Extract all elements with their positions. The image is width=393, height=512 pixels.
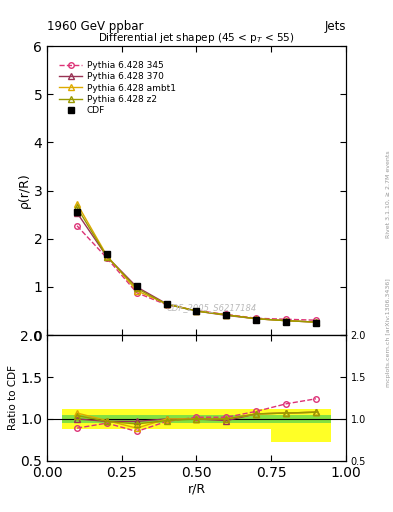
Pythia 6.428 370 <box>164 301 169 307</box>
CDF <box>314 320 318 326</box>
CDF <box>105 251 109 257</box>
Pythia 6.428 345 <box>314 317 318 323</box>
Line: Pythia 6.428 ambt1: Pythia 6.428 ambt1 <box>74 201 319 325</box>
Pythia 6.428 ambt1 <box>164 301 169 307</box>
Line: Pythia 6.428 345: Pythia 6.428 345 <box>74 223 319 323</box>
Pythia 6.428 z2 <box>224 312 229 318</box>
Pythia 6.428 ambt1 <box>284 317 288 324</box>
Pythia 6.428 z2 <box>194 308 199 314</box>
CDF <box>284 318 288 325</box>
Pythia 6.428 370 <box>194 308 199 314</box>
Pythia 6.428 ambt1 <box>224 312 229 318</box>
Pythia 6.428 ambt1 <box>75 201 79 207</box>
Line: Pythia 6.428 370: Pythia 6.428 370 <box>74 210 319 325</box>
Text: Jets: Jets <box>324 20 346 33</box>
Pythia 6.428 370 <box>105 253 109 260</box>
Pythia 6.428 345 <box>75 223 79 229</box>
Pythia 6.428 370 <box>224 312 229 318</box>
Pythia 6.428 ambt1 <box>314 319 318 325</box>
Pythia 6.428 345 <box>105 255 109 261</box>
Pythia 6.428 z2 <box>254 316 259 322</box>
CDF <box>224 312 229 318</box>
Pythia 6.428 z2 <box>105 253 109 260</box>
Y-axis label: Ratio to CDF: Ratio to CDF <box>7 366 18 431</box>
Pythia 6.428 ambt1 <box>134 288 139 294</box>
Pythia 6.428 z2 <box>164 301 169 307</box>
Pythia 6.428 345 <box>254 315 259 322</box>
Pythia 6.428 ambt1 <box>105 252 109 259</box>
CDF <box>134 283 139 289</box>
Y-axis label: ρ(r/R): ρ(r/R) <box>18 173 31 208</box>
Pythia 6.428 345 <box>164 302 169 308</box>
Pythia 6.428 370 <box>75 210 79 216</box>
Pythia 6.428 345 <box>194 308 199 314</box>
Legend: Pythia 6.428 345, Pythia 6.428 370, Pythia 6.428 ambt1, Pythia 6.428 z2, CDF: Pythia 6.428 345, Pythia 6.428 370, Pyth… <box>58 59 177 117</box>
X-axis label: r/R: r/R <box>187 482 206 496</box>
Line: Pythia 6.428 z2: Pythia 6.428 z2 <box>74 205 319 325</box>
Text: Rivet 3.1.10, ≥ 2.7M events: Rivet 3.1.10, ≥ 2.7M events <box>386 151 391 239</box>
CDF <box>194 308 199 314</box>
Pythia 6.428 370 <box>284 317 288 324</box>
Pythia 6.428 ambt1 <box>194 308 199 314</box>
CDF <box>75 209 79 216</box>
Pythia 6.428 370 <box>254 316 259 322</box>
Title: Differential jet shapep (45 < p$_T$ < 55): Differential jet shapep (45 < p$_T$ < 55… <box>98 31 295 45</box>
Pythia 6.428 z2 <box>134 285 139 291</box>
CDF <box>164 301 169 307</box>
Pythia 6.428 z2 <box>314 319 318 325</box>
Pythia 6.428 345 <box>224 311 229 317</box>
Text: CDF_2005_S6217184: CDF_2005_S6217184 <box>166 303 257 312</box>
Text: mcplots.cern.ch [arXiv:1306.3436]: mcplots.cern.ch [arXiv:1306.3436] <box>386 279 391 387</box>
CDF <box>254 316 259 323</box>
Pythia 6.428 ambt1 <box>254 316 259 322</box>
Text: 1960 GeV ppbar: 1960 GeV ppbar <box>47 20 144 33</box>
Pythia 6.428 z2 <box>284 317 288 324</box>
Pythia 6.428 345 <box>284 316 288 322</box>
Pythia 6.428 z2 <box>75 204 79 210</box>
Pythia 6.428 370 <box>134 284 139 290</box>
Line: CDF: CDF <box>73 209 320 327</box>
Pythia 6.428 370 <box>314 319 318 325</box>
Pythia 6.428 345 <box>134 290 139 296</box>
